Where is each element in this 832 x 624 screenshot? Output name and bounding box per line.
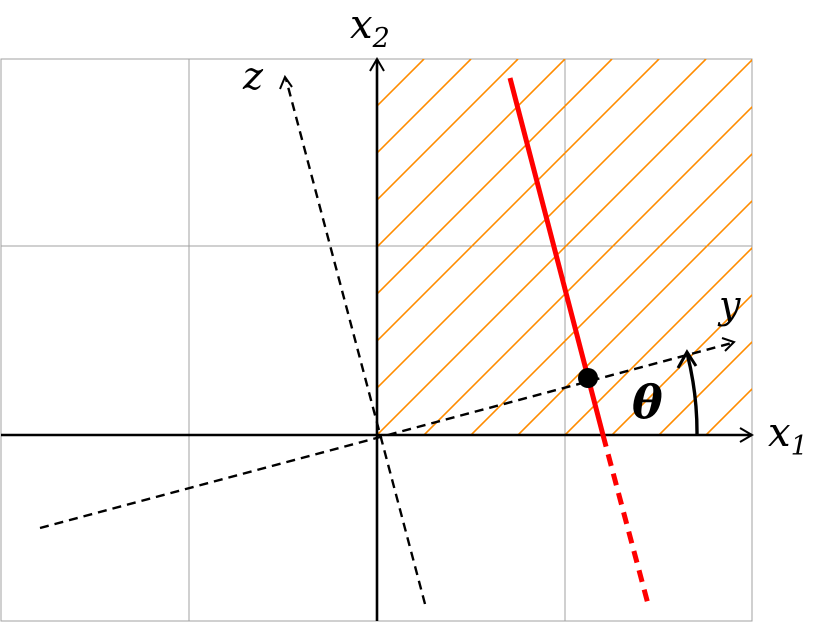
hatch-line <box>377 59 660 343</box>
y-axis-arrow <box>721 337 736 352</box>
z-axis-arrow <box>279 74 293 90</box>
hatch-line <box>564 246 752 435</box>
hatch-line <box>658 340 752 435</box>
hatch-line <box>377 59 566 249</box>
y-axis-label: y <box>717 283 741 327</box>
angle-arc <box>676 349 699 436</box>
hatch-line <box>377 59 425 108</box>
main-axes <box>1 57 754 621</box>
hatch-line <box>705 387 752 435</box>
z-axis-label: z <box>242 54 264 98</box>
x2-axis-arrow <box>369 57 385 72</box>
theta-label: θ <box>632 375 663 429</box>
hatch-line <box>377 59 707 390</box>
constraint-line <box>507 77 651 605</box>
angle-arc-path <box>685 352 699 436</box>
hatch-line <box>423 105 752 435</box>
hatch-line <box>377 59 519 202</box>
z-axis-dashed <box>284 78 427 605</box>
intersection-point <box>578 368 598 388</box>
hatch-line <box>611 293 752 435</box>
feasible-region-hatch <box>377 59 832 435</box>
hatch-line <box>377 59 752 435</box>
hatch-line <box>377 59 613 296</box>
angle-arc-arrowhead <box>676 349 698 369</box>
rotated-axes <box>39 74 736 605</box>
x1-axis-arrow <box>739 427 754 443</box>
constraint-line-dashed <box>600 434 651 605</box>
hatch-line <box>377 59 472 155</box>
hatch-line <box>470 152 752 435</box>
x1-axis-label: x1 <box>768 410 808 462</box>
hatch-line <box>753 59 832 435</box>
x2-axis-label: x2 <box>350 2 390 54</box>
